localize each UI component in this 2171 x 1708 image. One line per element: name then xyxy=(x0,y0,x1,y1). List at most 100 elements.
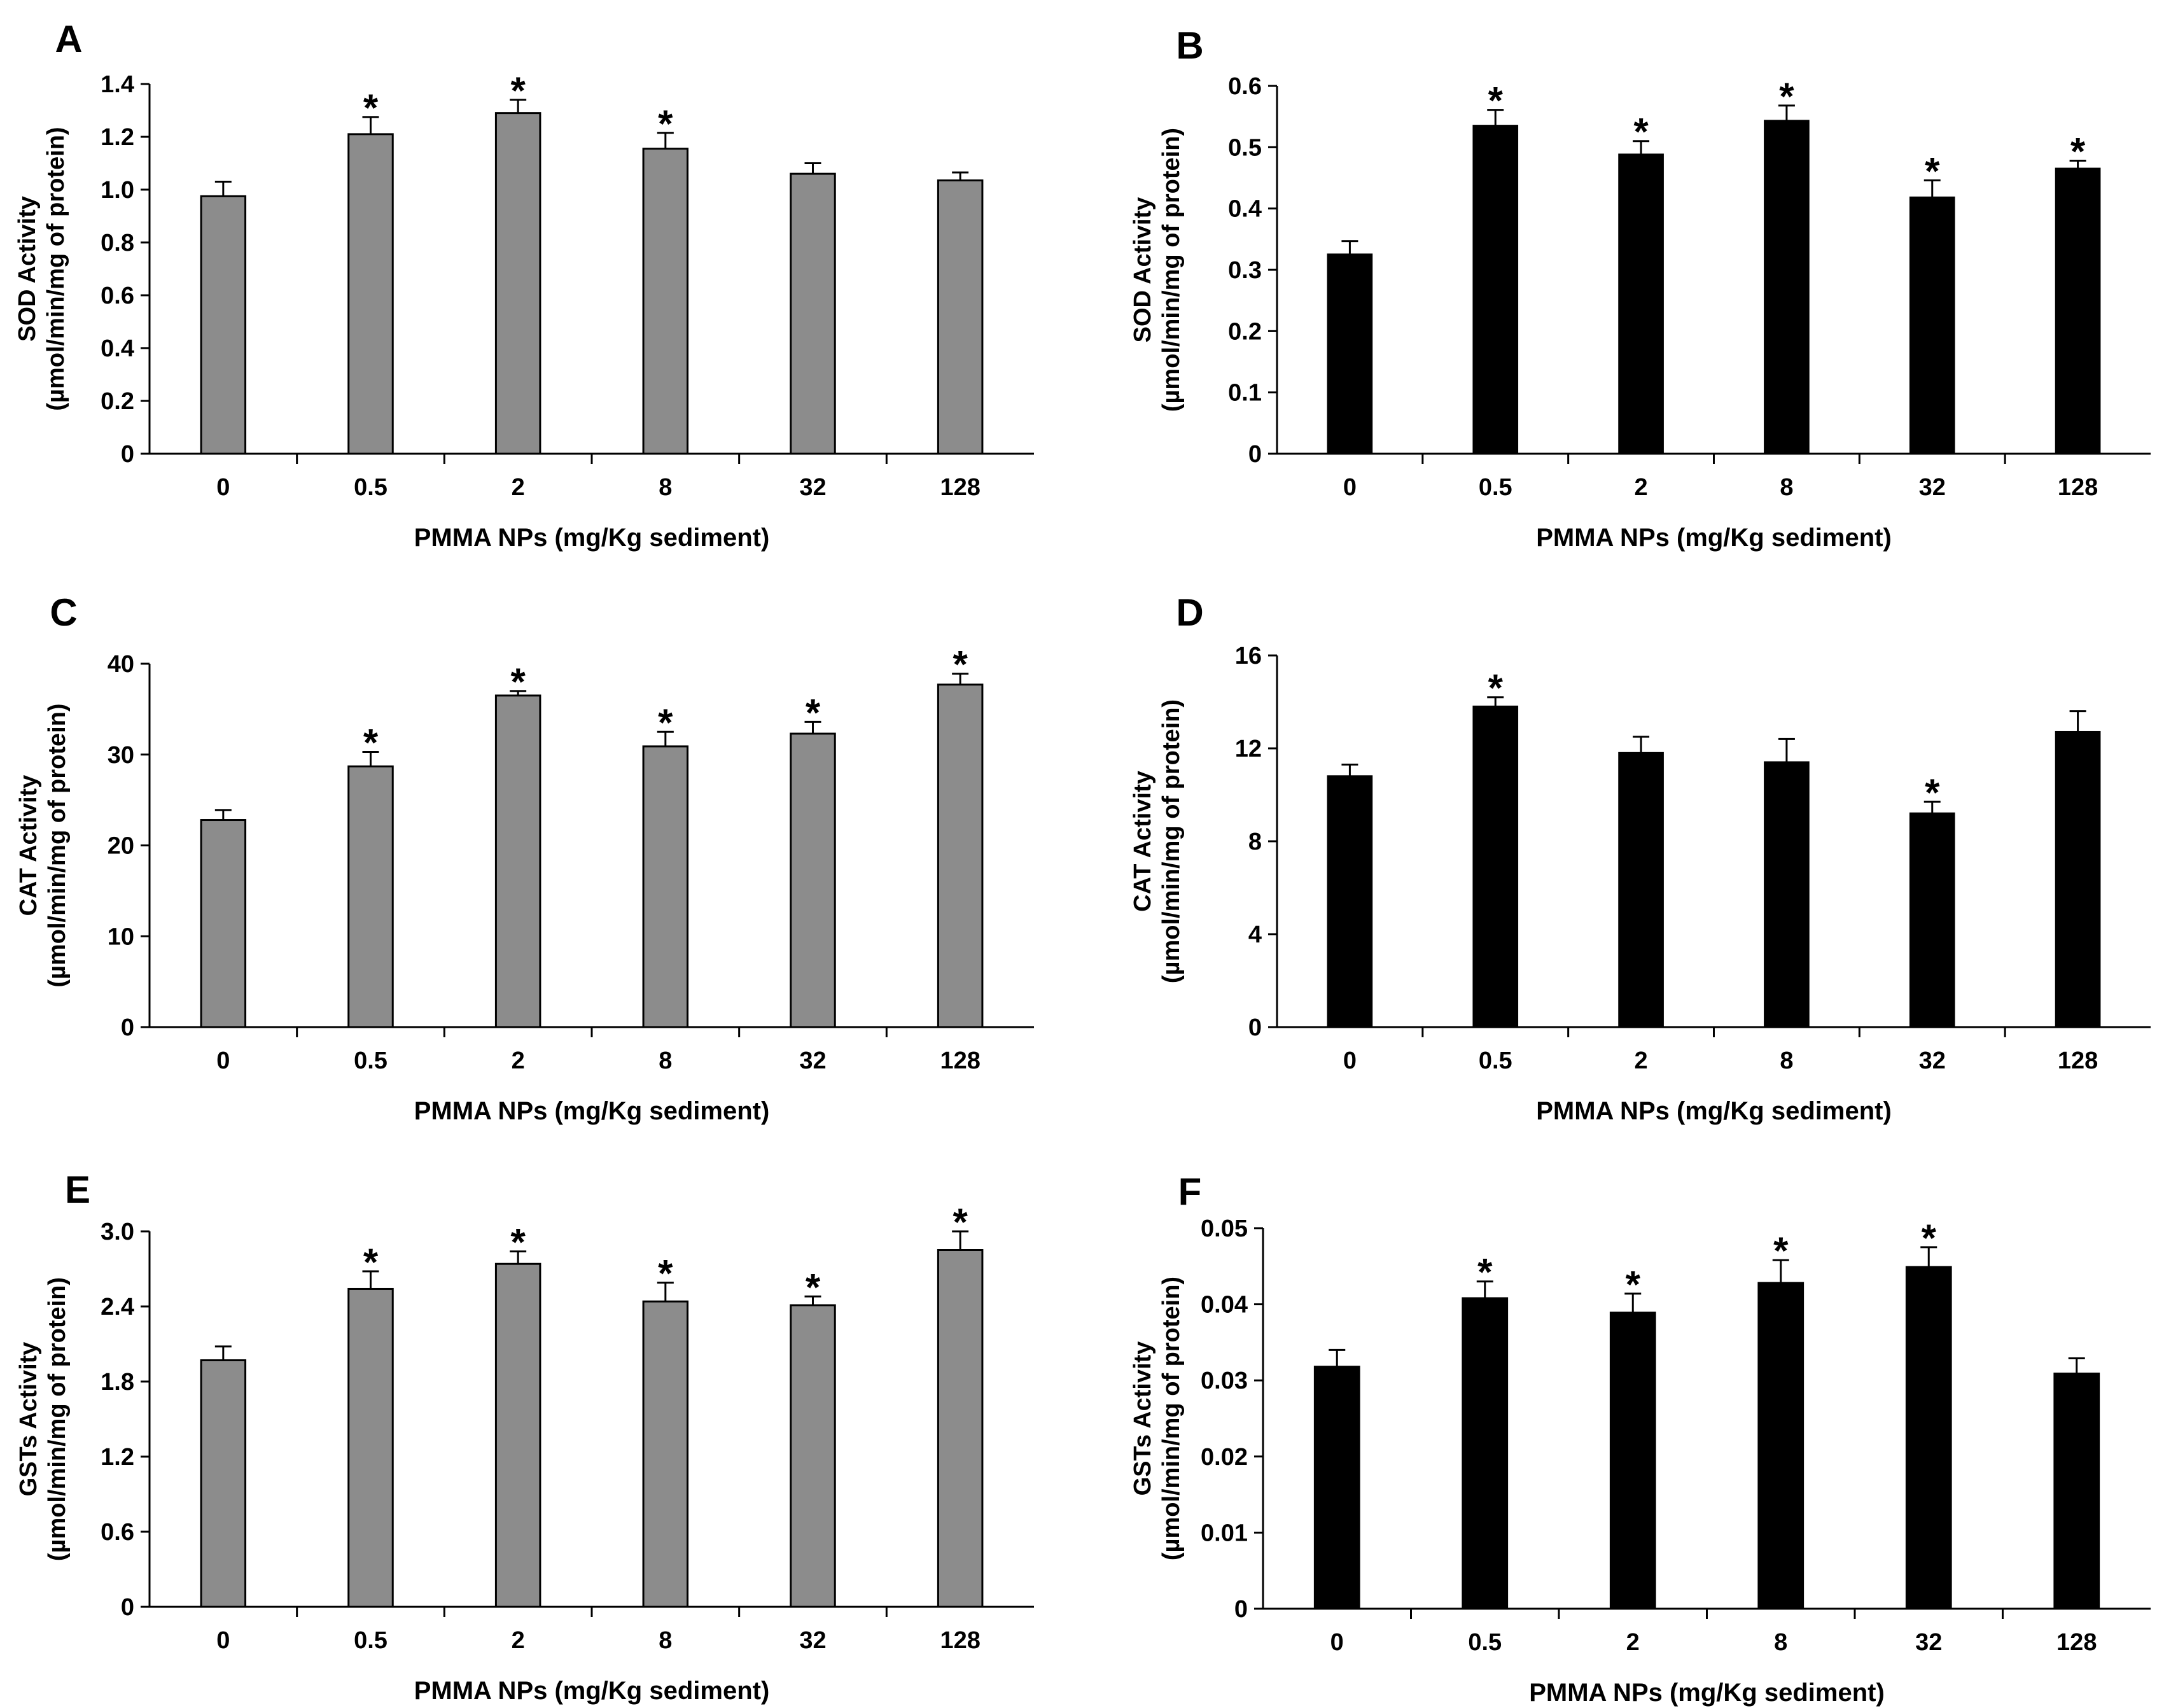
x-axis-title: PMMA NPs (mg/Kg sediment) xyxy=(1536,524,1892,552)
y-tick-label: 4 xyxy=(1248,921,1262,948)
y-tick-label: 12 xyxy=(1235,736,1262,762)
y-axis-title-line2: (µmol/min/mg of protein) xyxy=(44,703,71,987)
x-tick-label: 0.5 xyxy=(354,474,387,501)
y-tick-label: 16 xyxy=(1235,643,1262,669)
y-tick-label: 0.02 xyxy=(1201,1444,1248,1471)
y-tick-label: 1.2 xyxy=(101,124,134,151)
y-tick-label: 1.2 xyxy=(101,1444,134,1471)
x-tick-label: 2 xyxy=(512,1627,525,1654)
bar-0 xyxy=(1327,775,1373,1028)
y-tick-label: 0.01 xyxy=(1201,1520,1248,1546)
x-tick-label: 2 xyxy=(1635,1047,1648,1074)
x-tick-label: 128 xyxy=(940,1047,980,1074)
x-tick-label: 32 xyxy=(799,1627,826,1654)
x-tick-label: 2 xyxy=(512,1047,525,1074)
y-tick-label: 0.6 xyxy=(1228,73,1262,100)
bar-32 xyxy=(1905,1266,1952,1610)
y-tick-label: 0.03 xyxy=(1201,1368,1248,1394)
y-axis-title-line1: CAT Activity xyxy=(1129,771,1156,912)
x-tick-label: 0.5 xyxy=(1479,1047,1512,1074)
y-tick-label: 0.05 xyxy=(1201,1215,1248,1242)
panel-letter: D xyxy=(1176,591,1203,634)
significance-star: * xyxy=(953,643,968,686)
y-tick-label: 30 xyxy=(108,742,134,769)
y-tick-label: 0.8 xyxy=(101,230,134,256)
x-tick-label: 0 xyxy=(1343,1047,1357,1074)
x-tick-label: 2 xyxy=(512,474,525,501)
bar-128 xyxy=(2055,167,2101,455)
y-tick-label: 0.2 xyxy=(101,388,134,415)
y-tick-label: 1.8 xyxy=(101,1369,134,1396)
y-tick-label: 20 xyxy=(108,833,134,860)
y-axis-title-line1: SOD Activity xyxy=(14,196,41,342)
bar-2 xyxy=(494,112,541,455)
y-axis-title-line2: (µmol/min/mg of protein) xyxy=(1158,699,1185,983)
y-tick-label: 0 xyxy=(121,441,134,468)
panel-letter: E xyxy=(65,1168,90,1211)
panel-letter: C xyxy=(50,591,77,634)
x-tick-label: 2 xyxy=(1635,474,1648,501)
bar-2 xyxy=(1618,752,1664,1028)
x-axis-title: PMMA NPs (mg/Kg sediment) xyxy=(1529,1679,1885,1707)
bar-128 xyxy=(937,179,984,455)
bar-0.5 xyxy=(347,1287,394,1608)
bar-8 xyxy=(1764,120,1810,455)
panel-c: C 0 10 20 30 40 0 * 0.5 * 2 * 8 * 32 * 128 PMMA NPs (mg/K… xyxy=(15,591,1034,1125)
y-axis-title-line2: (µmol/min/mg of protein) xyxy=(43,127,69,410)
x-tick-label: 0 xyxy=(216,1047,230,1074)
bar-0.5 xyxy=(347,133,394,455)
bar-2 xyxy=(1609,1312,1656,1610)
x-tick-label: 0.5 xyxy=(1479,474,1512,501)
y-tick-label: 0 xyxy=(1248,441,1262,468)
panel-b: B 0 0.1 0.2 0.3 0.4 0.5 0.6 0 * 0.5 * 2 * 8 * 32 * 128 PMMA… xyxy=(1129,24,2151,552)
y-tick-label: 1.4 xyxy=(101,71,134,98)
significance-star: * xyxy=(1626,1263,1641,1306)
y-tick-label: 1.0 xyxy=(101,177,134,204)
x-axis-title: PMMA NPs (mg/Kg sediment) xyxy=(414,1097,770,1125)
y-axis-title-line1: GSTs Activity xyxy=(15,1342,42,1497)
significance-star: * xyxy=(363,87,379,129)
bar-8 xyxy=(642,148,689,455)
bar-0 xyxy=(1327,253,1373,455)
significance-star: * xyxy=(1488,80,1504,122)
panel-e: E 0 0.6 1.2 1.8 2.4 3.0 0 * 0.5 * 2 * 8 * 32 * 128 PMMA NP… xyxy=(15,1168,1034,1705)
y-tick-label: 0.1 xyxy=(1228,380,1262,407)
significance-star: * xyxy=(510,1221,526,1263)
bar-32 xyxy=(790,732,836,1028)
y-tick-label: 2.4 xyxy=(101,1294,134,1320)
y-tick-label: 0.6 xyxy=(101,283,134,309)
y-tick-label: 0 xyxy=(1248,1014,1262,1041)
bar-2 xyxy=(494,1263,541,1608)
significance-star: * xyxy=(1773,1229,1789,1272)
x-tick-label: 32 xyxy=(799,474,826,501)
significance-star: * xyxy=(658,701,673,744)
y-tick-label: 40 xyxy=(108,651,134,678)
significance-star: * xyxy=(363,721,379,764)
x-tick-label: 128 xyxy=(2058,1047,2098,1074)
bar-8 xyxy=(1764,761,1810,1028)
y-tick-label: 0.4 xyxy=(101,335,134,362)
significance-star: * xyxy=(1925,771,1940,814)
x-tick-label: 0 xyxy=(216,474,230,501)
significance-star: * xyxy=(510,661,526,703)
y-tick-label: 0.2 xyxy=(1228,318,1262,345)
bar-8 xyxy=(642,745,689,1028)
bar-0.5 xyxy=(1472,125,1519,455)
bar-0 xyxy=(200,1359,247,1608)
y-tick-label: 8 xyxy=(1248,829,1262,855)
x-axis-title: PMMA NPs (mg/Kg sediment) xyxy=(414,1677,770,1705)
x-tick-label: 8 xyxy=(1780,1047,1793,1074)
y-axis-title-line1: CAT Activity xyxy=(15,775,42,916)
bar-32 xyxy=(790,172,836,455)
significance-star: * xyxy=(1779,75,1794,118)
significance-star: * xyxy=(510,69,526,112)
x-tick-label: 32 xyxy=(1919,474,1946,501)
bar-32 xyxy=(1909,196,1955,455)
significance-star: * xyxy=(658,102,673,145)
x-tick-label: 8 xyxy=(1774,1629,1787,1656)
y-tick-label: 0 xyxy=(121,1594,134,1621)
bar-0 xyxy=(200,819,247,1028)
significance-star: * xyxy=(806,691,821,734)
panel-letter: B xyxy=(1176,24,1203,67)
y-tick-label: 0 xyxy=(121,1014,134,1041)
